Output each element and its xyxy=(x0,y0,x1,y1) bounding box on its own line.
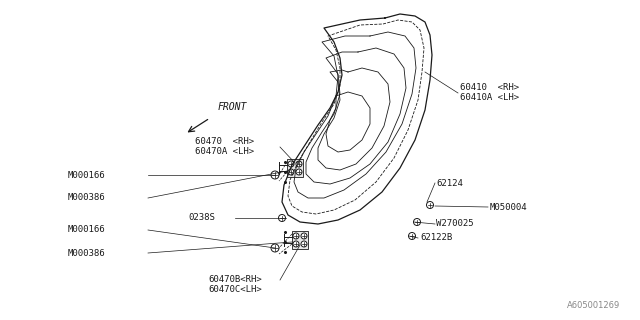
Circle shape xyxy=(296,169,302,175)
Circle shape xyxy=(301,241,307,247)
Circle shape xyxy=(288,169,294,175)
Text: 62122B: 62122B xyxy=(420,234,452,243)
Circle shape xyxy=(301,233,307,239)
Text: 60470  <RH>: 60470 <RH> xyxy=(195,138,254,147)
Text: 60410  <RH>: 60410 <RH> xyxy=(460,84,519,92)
Text: M000166: M000166 xyxy=(68,226,106,235)
Circle shape xyxy=(271,171,279,179)
Text: 60470C<LH>: 60470C<LH> xyxy=(208,285,262,294)
Bar xyxy=(292,231,308,249)
Text: M050004: M050004 xyxy=(490,203,527,212)
Text: A605001269: A605001269 xyxy=(567,301,620,310)
Text: 60470A <LH>: 60470A <LH> xyxy=(195,148,254,156)
Circle shape xyxy=(293,241,299,247)
Circle shape xyxy=(296,161,302,167)
Circle shape xyxy=(271,244,279,252)
Text: M000386: M000386 xyxy=(68,194,106,203)
Text: 0238S: 0238S xyxy=(188,213,215,222)
Text: 62124: 62124 xyxy=(436,179,463,188)
Circle shape xyxy=(288,161,294,167)
Text: 60410A <LH>: 60410A <LH> xyxy=(460,93,519,102)
Text: M000166: M000166 xyxy=(68,171,106,180)
Circle shape xyxy=(293,233,299,239)
Circle shape xyxy=(413,219,420,226)
Circle shape xyxy=(408,233,415,239)
Circle shape xyxy=(278,214,285,221)
Text: 60470B<RH>: 60470B<RH> xyxy=(208,276,262,284)
Bar xyxy=(287,159,303,177)
Circle shape xyxy=(426,202,433,209)
Text: W270025: W270025 xyxy=(436,220,474,228)
Text: M000386: M000386 xyxy=(68,249,106,258)
Text: FRONT: FRONT xyxy=(218,102,248,112)
